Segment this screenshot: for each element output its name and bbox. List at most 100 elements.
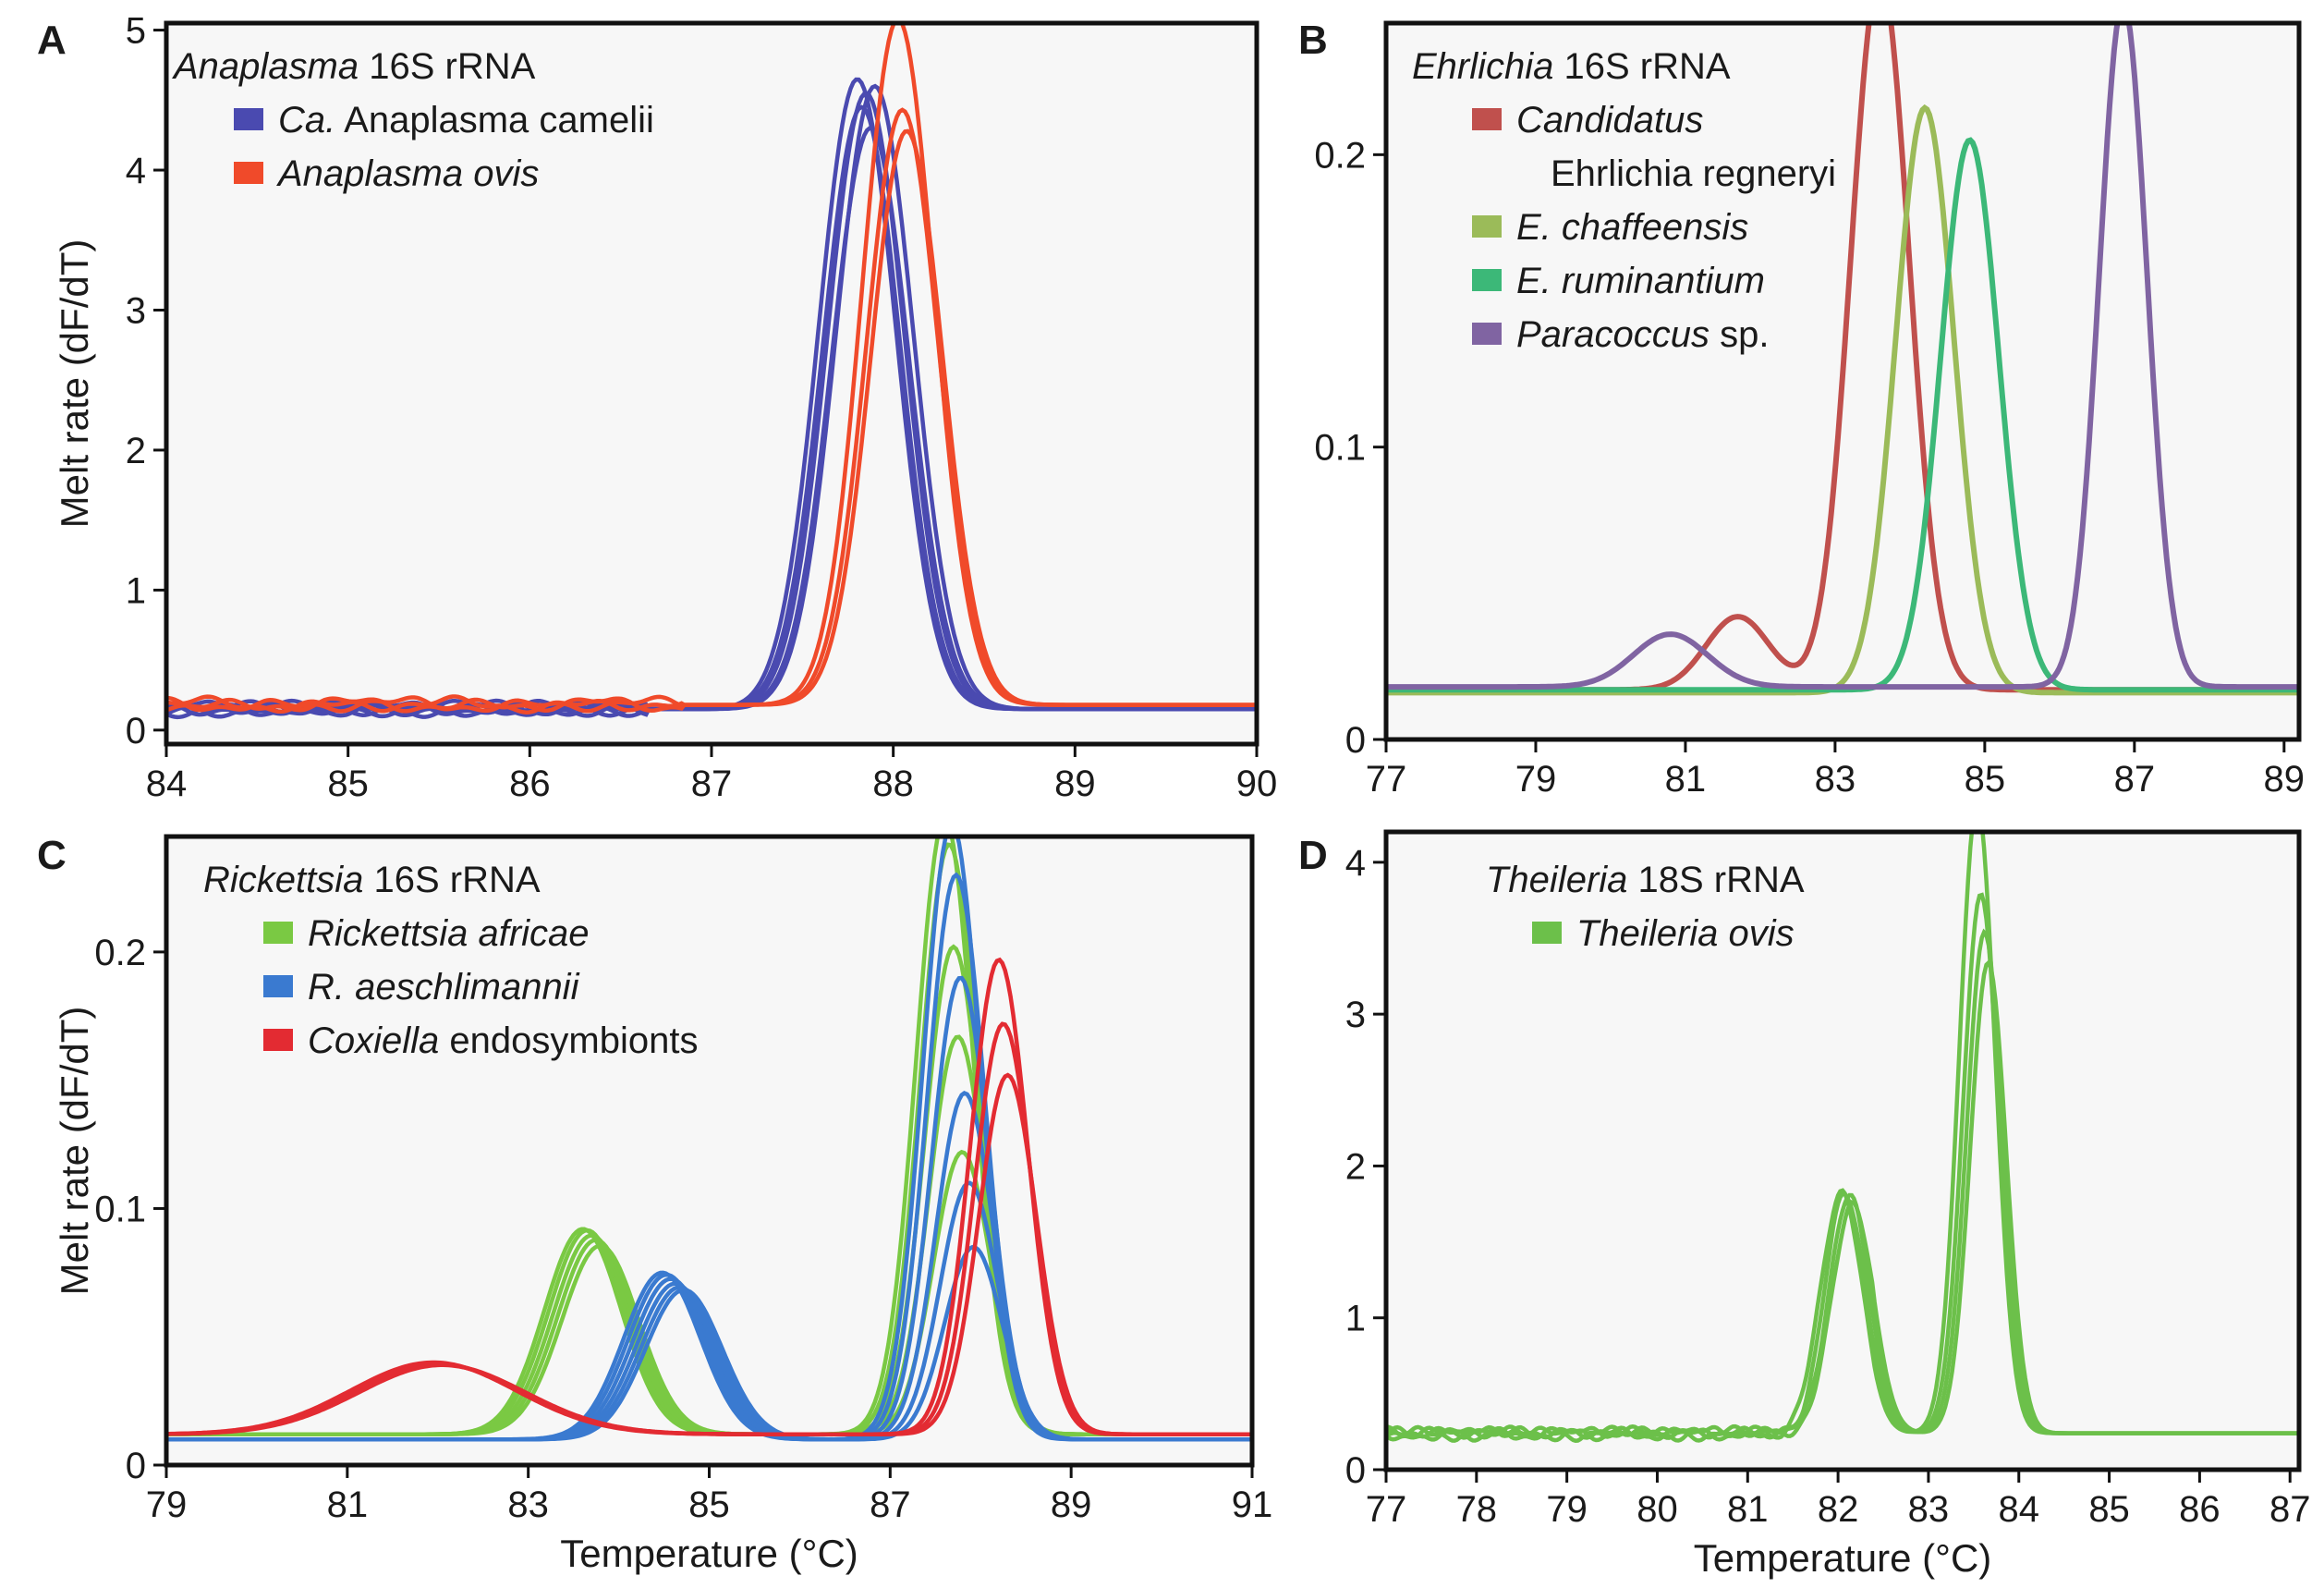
y-tick-label: 0.2 [1314,135,1366,176]
legend-swatch [1472,269,1502,291]
legend-label: Ca. Anaplasma camelii [278,100,654,140]
legend-title: Theileria 18S rRNA [1486,860,1805,900]
legend-label: Candidatus [1516,100,1703,140]
x-tick-label: 90 [1236,763,1278,804]
x-tick-label: 81 [327,1484,369,1525]
plot-frame [1383,829,2302,1472]
curves [1386,23,2299,696]
y-tick-label: 5 [126,11,146,52]
x-tick-label: 85 [2088,1489,2130,1530]
legend-label: E. chaffeensis [1516,207,1748,248]
x-tick-label: 81 [1727,1489,1769,1530]
legend-title: Anaplasma 16S rRNA [172,46,536,87]
series-line-rickettsia-africae [166,1149,1252,1436]
x-tick-label: 88 [872,763,914,804]
x-tick-label: 79 [146,1484,188,1525]
legend-label: Theileria ovis [1576,913,1795,954]
x-tick-label: 86 [509,763,551,804]
panel-letter: C [37,833,67,878]
y-tick-label: 0.2 [94,933,146,973]
plot-area [166,23,1257,744]
panel-B: B 77 79 81 83 85 87 89 0 0.1 0.2 Ehrlichia 16S rRNA… [1298,18,2306,800]
y-tick-label: 3 [1345,995,1366,1035]
y-axis-title: Melt rate (dF/dT) [53,239,96,529]
x-tick-label: 89 [1054,763,1096,804]
x-tick-label: 89 [2264,759,2306,800]
x-tick-label: 81 [1665,759,1707,800]
x-tick-label: 82 [1818,1489,1859,1530]
y-tick-label: 0.1 [94,1189,146,1229]
x-tick-label: 80 [1637,1489,1678,1530]
y-tick-label: 4 [126,151,146,191]
plot-area [1386,832,2299,1470]
legend-swatch [1472,215,1502,238]
x-tick-label: 91 [1232,1484,1273,1525]
legend-swatch [263,922,293,944]
series-line-coxiella-endosymbionts [166,1072,1252,1436]
legend-swatch [1472,108,1502,130]
x-tick-label: 85 [327,763,369,804]
y-tick-label: 0 [1345,1450,1366,1491]
legend-label: Coxiella endosymbionts [308,1020,698,1061]
y-tick-label: 0.1 [1314,428,1366,469]
x-tick-label: 77 [1366,1489,1407,1530]
x-tick-label: 79 [1515,759,1557,800]
x-tick-label: 83 [1908,1489,1950,1530]
x-tick-label: 87 [691,763,733,804]
series-line-paracoccus-sp- [1386,23,2299,690]
y-tick-label: 1 [126,570,146,611]
x-tick-label: 79 [1546,1489,1588,1530]
x-tick-label: 86 [2179,1489,2221,1530]
y-tick-label: 2 [1345,1146,1366,1187]
x-tick-label: 87 [2114,759,2156,800]
curves [166,23,1257,720]
series-line-r-aeschlimannii [166,1244,1252,1442]
panel-C: C 79 81 83 85 87 89 91 0 0.1 0.2 Melt rate (dF/dT) T… [37,833,1273,1575]
x-tick-label: 87 [870,1484,911,1525]
curves [166,837,1252,1442]
legend-title: Rickettsia 16S rRNA [203,860,541,900]
x-tick-label: 89 [1051,1484,1092,1525]
legend-label: Anaplasma ovis [276,153,539,194]
series-line-e-chaffeensis [1386,104,2299,696]
panel-letter: D [1298,833,1328,878]
x-tick-label: 84 [1999,1489,2040,1530]
legend-label: R. aeschlimannii [308,967,580,1008]
y-tick-label: 2 [126,431,146,471]
x-tick-label: 84 [146,763,188,804]
panel-A: A 84 85 86 87 88 89 90 0 1 2 3 4 5 Melt rate (dF/dT) An… [37,11,1277,804]
legend-swatch [1532,922,1562,944]
x-axis-title: Temperature (°C) [560,1532,858,1575]
curves [1386,832,2299,1443]
legend-swatch [234,108,263,130]
y-tick-label: 1 [1345,1299,1366,1339]
y-tick-label: 3 [126,290,146,331]
y-axis-title: Melt rate (dF/dT) [53,1007,96,1296]
legend-label: Paracoccus sp. [1516,314,1769,355]
legend-label: Rickettsia africae [308,913,590,954]
plot-frame [1383,20,2302,742]
x-tick-label: 85 [688,1484,730,1525]
legend-swatch [263,975,293,997]
x-axis-title: Temperature (°C) [1694,1536,1992,1580]
legend-swatch [234,162,263,184]
legend-label-line2: Ehrlichia regneryi [1551,153,1836,194]
series-line-e-ruminantium [1386,137,2299,693]
x-tick-label: 85 [1965,759,2006,800]
x-tick-label: 83 [507,1484,549,1525]
y-tick-label: 0 [1345,720,1366,761]
series-line-theileria-ovis [1386,959,2299,1443]
legend-swatch [1472,323,1502,345]
legend-swatch [263,1029,293,1051]
x-tick-label: 78 [1456,1489,1498,1530]
x-tick-label: 87 [2269,1489,2311,1530]
legend-title: Ehrlichia 16S rRNA [1412,46,1731,87]
y-tick-label: 0 [126,1446,146,1486]
y-tick-label: 4 [1345,843,1366,884]
panel-letter: A [37,18,67,63]
x-tick-label: 77 [1366,759,1407,800]
x-tick-label: 83 [1815,759,1856,800]
y-tick-label: 0 [126,711,146,751]
panel-letter: B [1298,18,1328,63]
